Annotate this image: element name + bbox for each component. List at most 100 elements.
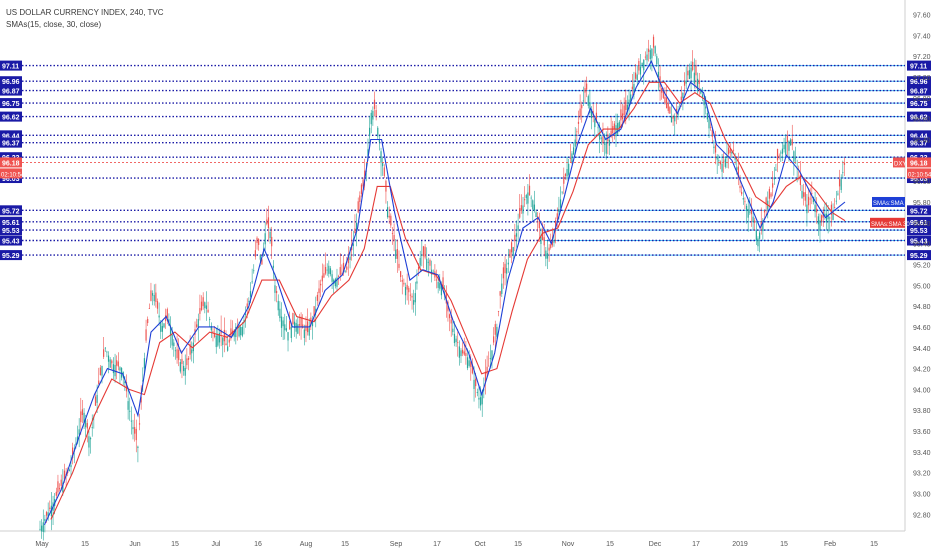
candle-body xyxy=(253,270,255,272)
candle-body xyxy=(153,295,155,302)
candle-body xyxy=(664,96,666,104)
y-tick-label: 93.80 xyxy=(913,408,931,415)
candle-body xyxy=(749,211,751,213)
candle-body xyxy=(160,322,162,332)
level-label-left: 96.75 xyxy=(2,101,20,108)
y-tick-label: 95.60 xyxy=(913,221,931,228)
candle-body xyxy=(515,233,518,237)
candle-body xyxy=(127,401,129,410)
level-label-left: 96.03 xyxy=(2,176,20,183)
candle-body xyxy=(830,204,833,215)
candle-body xyxy=(794,158,797,160)
candle-body xyxy=(470,361,472,367)
candle-body xyxy=(178,349,180,361)
candle-body xyxy=(248,300,250,302)
candle-body xyxy=(571,153,573,163)
candle-body xyxy=(799,175,801,186)
candle-body xyxy=(380,151,382,163)
candle-body xyxy=(759,232,761,239)
level-label-right: 96.87 xyxy=(910,89,928,96)
candle-body xyxy=(716,156,718,160)
candle-body xyxy=(781,148,784,154)
sma-6-label: SMAs:SMA 6 xyxy=(873,201,909,207)
candle-body xyxy=(406,284,408,290)
x-tick-label: May xyxy=(35,541,49,548)
level-label-right: 96.62 xyxy=(910,115,928,122)
level-label-left: 96.62 xyxy=(2,115,20,122)
candle-body xyxy=(703,100,705,106)
candle-body xyxy=(466,357,469,369)
candle-body xyxy=(484,371,487,382)
candle-body xyxy=(305,324,307,331)
candle-body xyxy=(426,258,428,270)
sma-30-tag xyxy=(870,217,905,228)
countdown-label-right: 02:10:54 xyxy=(908,172,932,178)
candle-body xyxy=(39,528,41,530)
candle-body xyxy=(369,127,371,137)
candle-body xyxy=(457,342,459,344)
candle-body xyxy=(555,220,557,230)
candle-body xyxy=(665,97,668,109)
y-tick-label: 94.40 xyxy=(913,346,931,353)
candle-body xyxy=(103,349,105,357)
candle-body xyxy=(493,336,495,343)
candle-body xyxy=(586,83,588,90)
candle-body xyxy=(279,308,281,319)
level-label-left: 96.37 xyxy=(2,141,20,148)
candle-body xyxy=(442,277,444,288)
level-tag-right xyxy=(907,98,931,109)
candle-body xyxy=(698,80,700,84)
candle-body xyxy=(169,326,172,336)
candle-body xyxy=(241,326,243,336)
candle-body xyxy=(744,201,746,203)
candle-body xyxy=(349,256,351,260)
candle-body xyxy=(76,436,79,443)
candle-body xyxy=(731,151,733,154)
candle-body xyxy=(572,147,575,155)
level-label-left: 95.72 xyxy=(2,208,20,215)
candle-body xyxy=(631,86,633,90)
candle-body xyxy=(75,443,77,445)
candle-body xyxy=(452,328,454,333)
level-label-left: 95.61 xyxy=(2,220,20,227)
candle-body xyxy=(654,46,656,54)
candle-body xyxy=(243,320,245,323)
candle-body xyxy=(760,221,762,227)
candle-body xyxy=(445,292,447,304)
candle-body xyxy=(427,261,429,263)
level-tag-right xyxy=(907,85,931,96)
candle-body xyxy=(156,301,159,309)
candle-body xyxy=(391,232,394,234)
candle-body xyxy=(638,61,640,71)
candle-body xyxy=(723,160,725,162)
candle-body xyxy=(207,309,209,313)
candle-body xyxy=(424,246,426,258)
candle-body xyxy=(352,243,354,247)
candle-body xyxy=(801,190,803,198)
candle-body xyxy=(519,207,521,218)
candle-body xyxy=(135,428,137,441)
candle-body xyxy=(98,380,100,385)
y-tick-label: 96.40 xyxy=(913,138,931,145)
candle-body xyxy=(553,240,555,243)
candle-body xyxy=(576,131,578,133)
candle-body xyxy=(342,262,345,273)
candle-body xyxy=(589,102,591,113)
candle-body xyxy=(713,146,715,149)
candle-body xyxy=(556,213,558,220)
candle-body xyxy=(267,217,270,229)
y-tick-label: 95.20 xyxy=(913,262,931,269)
candle-body xyxy=(346,266,348,270)
candle-body xyxy=(88,436,90,448)
candle-body xyxy=(367,149,369,159)
candle-body xyxy=(838,178,841,187)
candle-body xyxy=(422,246,425,257)
candle-body xyxy=(259,254,261,260)
candle-body xyxy=(582,100,584,102)
candle-body xyxy=(413,300,415,305)
candle-body xyxy=(603,143,606,145)
candle-body xyxy=(463,351,465,355)
candle-body xyxy=(646,54,648,61)
